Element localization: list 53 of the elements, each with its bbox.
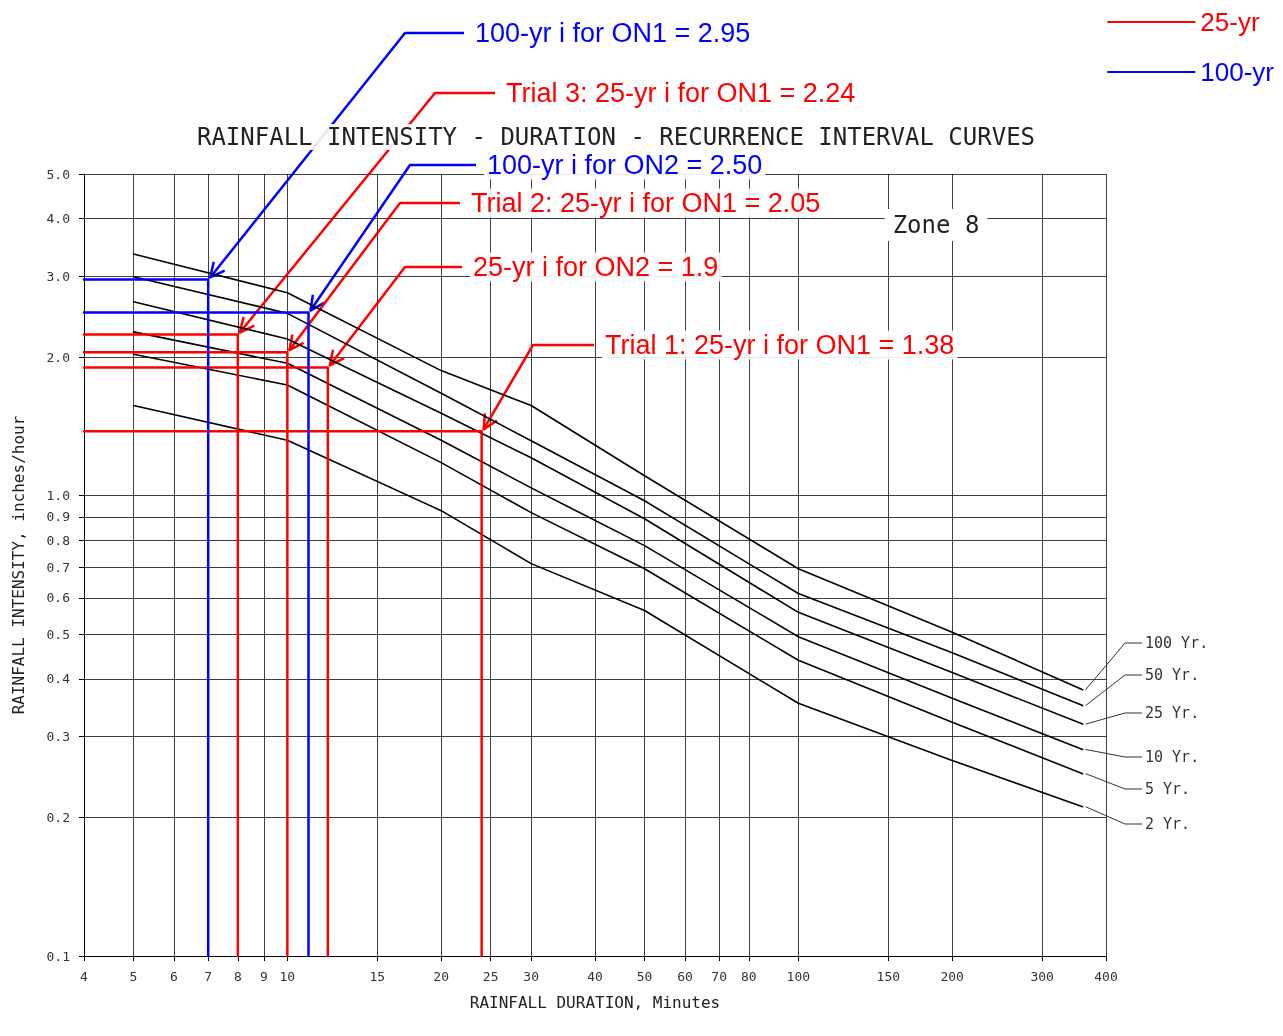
x-tick-label: 8 [233,969,242,984]
x-tick-label: 4 [80,969,89,984]
text: 50 Yr. [1145,666,1200,684]
y-axis-title: RAINFALL INTENSITY, inches/hour [8,415,28,715]
x-tick-label: 7 [204,969,213,984]
y-tick-label: 0.9 [46,509,70,525]
x-tick-label: 30 [523,969,539,984]
x-tick-label: 9 [260,969,268,984]
y-tick-label: 4.0 [46,211,70,227]
y-tick-label: 0.5 [46,626,70,642]
text: 25 Yr. [1145,704,1200,722]
y-tick-label: 2.0 [46,349,70,365]
y-tick-label: 0.7 [46,559,70,575]
x-tick-label: 70 [711,969,728,984]
annotation: Trial 3: 25-yr i for ON1 = 2.24 [506,78,856,108]
x-tick-label: 100 [786,969,811,984]
text: 100 Yr. [1145,634,1209,652]
x-tick-label: 15 [369,969,386,984]
x-tick-label: 20 [433,969,449,984]
x-tick-label: 25 [482,969,499,984]
legend-label: 100-yr [1200,57,1275,87]
legend-label: 25-yr [1200,7,1260,37]
text: 2 Yr. [1145,815,1191,833]
chart-title: RAINFALL INTENSITY - DURATION - RECURRENCE INTERVAL CURVES [196,123,1036,151]
annotation: Trial 1: 25-yr i for ON1 = 1.38 [605,330,955,360]
x-tick-label: 200 [940,969,964,984]
x-tick-label: 300 [1030,969,1054,984]
y-tick-label: 0.6 [46,590,70,606]
x-tick-label: 80 [741,969,757,984]
x-tick-label: 150 [876,969,901,984]
annotation: Zone 8 [892,211,980,239]
y-tick-label: 0.4 [46,671,71,687]
annotation: 100-yr i for ON1 = 2.95 [475,18,751,48]
text: 10 Yr. [1145,748,1200,766]
x-tick-label: 400 [1094,969,1118,984]
x-tick-label: 60 [677,969,693,984]
annotation: 25-yr i for ON2 = 1.9 [473,252,719,282]
x-tick-label: 10 [279,969,296,984]
x-tick-label: 40 [587,969,603,984]
annotation: Trial 2: 25-yr i for ON1 = 2.05 [471,188,821,218]
y-tick-label: 0.8 [46,532,70,548]
text: 5 Yr. [1145,780,1191,798]
annotation: 100-yr i for ON2 = 2.50 [487,150,763,180]
y-tick-label: 0.2 [46,809,70,825]
x-tick-label: 6 [170,969,178,984]
x-tick-label: 50 [636,969,653,984]
y-tick-label: 3.0 [46,268,70,284]
y-tick-label: 5.0 [46,166,70,182]
x-axis-title: RAINFALL DURATION, Minutes [469,992,721,1012]
x-tick-label: 5 [129,969,138,984]
y-tick-label: 1.0 [46,488,70,504]
y-tick-label: 0.1 [46,948,70,964]
y-tick-label: 0.3 [46,728,70,744]
